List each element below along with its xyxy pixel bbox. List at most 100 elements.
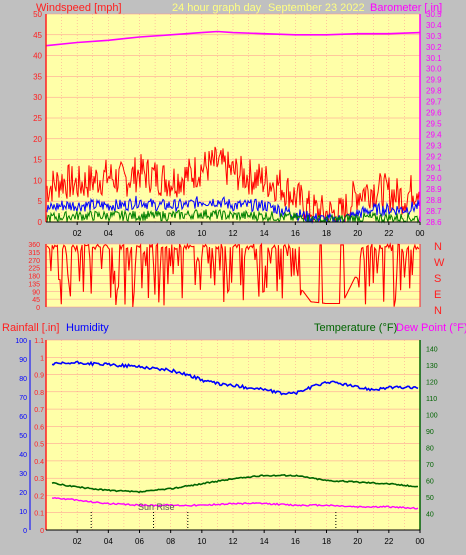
humidity-tick-label: 90 bbox=[19, 357, 27, 364]
barometer-tick-label: 28.6 bbox=[426, 218, 442, 227]
wind-time-label: 20 bbox=[353, 229, 362, 238]
barometer-tick-label: 28.9 bbox=[426, 185, 442, 194]
direction-tick-label: 90 bbox=[32, 289, 40, 296]
humidity-tick-label: 50 bbox=[19, 433, 27, 440]
gust-series bbox=[45, 146, 421, 223]
barometer-tick-label: 30.0 bbox=[426, 65, 442, 74]
humidity-tick-label: 20 bbox=[19, 490, 27, 497]
wind-time-label: 02 bbox=[73, 229, 82, 238]
wind-time-label: 10 bbox=[197, 229, 206, 238]
humidity-tick-label: 100 bbox=[15, 338, 27, 345]
rainfall-tick-label: 0.6 bbox=[34, 424, 44, 431]
rainfall-title: Rainfall [.in] bbox=[2, 322, 59, 334]
direction-tick-label: 225 bbox=[28, 266, 40, 273]
weather-time-label: 18 bbox=[322, 537, 331, 546]
windspeed-tick-label: 10 bbox=[33, 176, 42, 185]
humidity-title: Humidity bbox=[66, 322, 109, 334]
weather-time-label: 12 bbox=[229, 537, 238, 546]
dewpoint-title: Dew Point (°F) bbox=[396, 322, 466, 334]
weather-time-label: 22 bbox=[384, 537, 393, 546]
temperature-tick-label: 110 bbox=[426, 396, 437, 403]
humidity-series bbox=[51, 360, 419, 396]
humidity-tick-label: 30 bbox=[19, 471, 27, 478]
wind-time-label: 14 bbox=[260, 229, 269, 238]
rainfall-axis: 0 0.1 0.2 0.3 0.4 0.5 0.6 0.7 0.8 0.9 1 1.1 bbox=[34, 338, 44, 535]
windspeed-tick-label: 5 bbox=[38, 197, 43, 206]
sunrise-label: Sun Rise bbox=[138, 502, 175, 512]
barometer-tick-label: 29.3 bbox=[426, 141, 442, 150]
temperature-tick-label: 60 bbox=[426, 478, 434, 485]
humidity-tick-label: 0 bbox=[23, 528, 27, 535]
barometer-tick-label: 29.9 bbox=[426, 76, 442, 85]
rainfall-tick-label: 0.9 bbox=[34, 373, 44, 380]
barometer-axis: 28.6 28.7 28.8 28.9 29.0 29.1 29.2 29.3 29.4 29.5… bbox=[426, 10, 442, 227]
humidity-tick-label: 40 bbox=[19, 452, 27, 459]
windspeed-tick-label: 35 bbox=[33, 72, 42, 81]
weather-time-label: 10 bbox=[197, 537, 206, 546]
temperature-title: Temperature (°F) bbox=[314, 322, 397, 334]
weather-plot-area bbox=[46, 340, 420, 530]
weather-time-label: 08 bbox=[166, 537, 175, 546]
temperature-axis: 40 50 60 70 80 90 100 110 120 130 140 bbox=[426, 346, 438, 518]
temperature-tick-label: 80 bbox=[426, 445, 434, 452]
dewpoint-series bbox=[51, 496, 419, 510]
temperature-tick-label: 100 bbox=[426, 412, 438, 419]
average-series bbox=[45, 195, 421, 224]
weather-time-label: 04 bbox=[104, 537, 113, 546]
wind-series bbox=[45, 30, 421, 224]
barometer-tick-label: 29.0 bbox=[426, 174, 442, 183]
temperature-series bbox=[51, 473, 419, 494]
rainfall-tick-label: 0.7 bbox=[34, 407, 44, 414]
windspeed-tick-label: 25 bbox=[33, 114, 42, 123]
barometer-tick-label: 30.2 bbox=[426, 43, 442, 52]
weather-time-label: 00 bbox=[416, 537, 425, 546]
temperature-tick-label: 50 bbox=[426, 495, 434, 502]
barometer-tick-label: 30.3 bbox=[426, 32, 442, 41]
period-title: 24 hour graph day bbox=[172, 2, 262, 14]
temperature-tick-label: 130 bbox=[426, 363, 438, 370]
weather-time-label: 20 bbox=[353, 537, 362, 546]
direction-tick-label: 135 bbox=[28, 281, 40, 288]
barometer-tick-label: 29.7 bbox=[426, 98, 442, 107]
wind-time-label: 12 bbox=[229, 229, 238, 238]
rainfall-tick-label: 0.3 bbox=[34, 476, 44, 483]
windspeed-tick-label: 40 bbox=[33, 52, 42, 61]
direction-tick-label: 0 bbox=[36, 305, 40, 312]
humidity-tick-label: 80 bbox=[19, 376, 27, 383]
wind-time-label: 22 bbox=[384, 229, 393, 238]
compass-label-n-top: N bbox=[434, 241, 442, 253]
barometer-tick-label: 30.1 bbox=[426, 54, 442, 63]
rainfall-tick-label: 0.2 bbox=[34, 493, 44, 500]
barometer-tick-label: 29.1 bbox=[426, 163, 442, 172]
wind-time-label: 18 bbox=[322, 229, 331, 238]
windspeed-tick-label: 15 bbox=[33, 156, 42, 165]
temperature-tick-label: 70 bbox=[426, 462, 434, 469]
weather-time-axis: 02 04 06 08 10 12 14 16 18 20 22 00 bbox=[73, 530, 425, 546]
wind-time-label: 04 bbox=[104, 229, 113, 238]
barometer-series bbox=[45, 30, 421, 47]
weather-time-label: 02 bbox=[73, 537, 82, 546]
compass-label-n-bottom: N bbox=[434, 305, 442, 317]
compass-label-e: E bbox=[434, 289, 441, 301]
temperature-tick-label: 120 bbox=[426, 379, 438, 386]
barometer-tick-label: 30.5 bbox=[426, 10, 442, 19]
compass-label-w: W bbox=[434, 257, 445, 269]
wind-time-axis: 02 04 06 08 10 12 14 16 18 20 22 00 bbox=[73, 222, 425, 238]
barometer-tick-label: 28.7 bbox=[426, 207, 442, 216]
windspeed-tick-label: 45 bbox=[33, 31, 42, 40]
rainfall-tick-label: 1.1 bbox=[34, 338, 44, 345]
wind-time-label: 16 bbox=[291, 229, 300, 238]
weather-time-label: 14 bbox=[260, 537, 269, 546]
windspeed-tick-label: 20 bbox=[33, 135, 42, 144]
windspeed-axis: 0 5 10 15 20 25 30 35 40 45 50 bbox=[33, 10, 42, 227]
direction-tick-label: 45 bbox=[32, 297, 40, 304]
windspeed-tick-label: 50 bbox=[33, 10, 42, 19]
direction-tick-label: 360 bbox=[28, 242, 40, 249]
temperature-tick-label: 40 bbox=[426, 511, 434, 518]
compass-label-s: S bbox=[434, 273, 441, 285]
humidity-axis: 0 10 20 30 40 50 60 70 80 90 100 bbox=[15, 338, 27, 535]
barometer-tick-label: 29.8 bbox=[426, 87, 442, 96]
barometer-tick-label: 30.4 bbox=[426, 21, 442, 30]
barometer-tick-label: 29.2 bbox=[426, 152, 442, 161]
